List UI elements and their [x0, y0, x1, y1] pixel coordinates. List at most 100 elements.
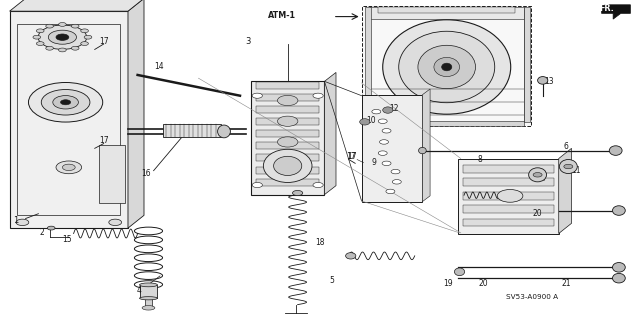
- Ellipse shape: [559, 160, 577, 174]
- Text: FR.: FR.: [599, 4, 614, 13]
- Polygon shape: [128, 0, 144, 228]
- Ellipse shape: [36, 29, 44, 33]
- Bar: [99, 145, 125, 203]
- Polygon shape: [10, 0, 144, 11]
- Ellipse shape: [380, 140, 388, 144]
- Text: 16: 16: [141, 169, 151, 178]
- Ellipse shape: [378, 151, 387, 155]
- Text: 6: 6: [564, 142, 569, 151]
- Text: 5: 5: [329, 276, 334, 285]
- Bar: [365, 7, 371, 122]
- Ellipse shape: [533, 173, 542, 177]
- Ellipse shape: [383, 107, 393, 113]
- Text: 12: 12: [390, 104, 399, 113]
- Text: 10: 10: [366, 116, 376, 125]
- Bar: [251, 81, 324, 195]
- Ellipse shape: [313, 182, 323, 188]
- Text: 7: 7: [541, 174, 547, 183]
- Bar: [163, 124, 221, 137]
- Ellipse shape: [313, 93, 323, 98]
- Bar: [463, 219, 554, 226]
- Text: 21: 21: [562, 279, 571, 288]
- Ellipse shape: [609, 146, 622, 155]
- Text: ATM-1: ATM-1: [268, 11, 296, 20]
- Text: SV53-A0900 A: SV53-A0900 A: [506, 294, 559, 300]
- Ellipse shape: [399, 31, 495, 103]
- Ellipse shape: [142, 306, 155, 310]
- Ellipse shape: [63, 164, 76, 171]
- Polygon shape: [422, 89, 430, 202]
- Polygon shape: [559, 148, 572, 234]
- Ellipse shape: [52, 96, 78, 109]
- Bar: [370, 7, 524, 19]
- Text: 15: 15: [62, 235, 72, 244]
- Bar: [256, 118, 319, 125]
- Ellipse shape: [419, 147, 426, 154]
- Bar: [256, 130, 319, 137]
- Bar: [458, 159, 559, 234]
- Ellipse shape: [346, 253, 356, 259]
- Ellipse shape: [382, 161, 391, 166]
- Text: 3: 3: [246, 37, 251, 46]
- Bar: [370, 10, 524, 122]
- Ellipse shape: [33, 35, 41, 39]
- Ellipse shape: [497, 189, 523, 202]
- Ellipse shape: [56, 161, 82, 174]
- Text: 17: 17: [99, 137, 109, 145]
- Bar: [140, 285, 157, 298]
- Ellipse shape: [36, 42, 44, 46]
- Ellipse shape: [418, 45, 476, 89]
- Ellipse shape: [47, 226, 55, 230]
- Text: 20: 20: [532, 209, 543, 218]
- Ellipse shape: [28, 83, 102, 122]
- Bar: [256, 154, 319, 161]
- Bar: [17, 24, 120, 215]
- Ellipse shape: [46, 46, 54, 50]
- Text: 11: 11: [572, 166, 580, 175]
- Ellipse shape: [84, 35, 92, 39]
- Text: 17: 17: [99, 37, 109, 46]
- Ellipse shape: [612, 263, 625, 272]
- Bar: [463, 192, 554, 200]
- Ellipse shape: [46, 24, 54, 28]
- Text: 18: 18: [316, 238, 324, 247]
- Ellipse shape: [278, 137, 298, 147]
- Ellipse shape: [442, 63, 452, 71]
- Ellipse shape: [81, 42, 88, 46]
- Bar: [362, 6, 531, 126]
- Ellipse shape: [434, 57, 460, 77]
- Bar: [370, 121, 524, 126]
- Ellipse shape: [372, 109, 381, 114]
- Ellipse shape: [81, 29, 88, 33]
- Bar: [256, 167, 319, 174]
- Polygon shape: [324, 72, 336, 195]
- Ellipse shape: [16, 219, 29, 226]
- Ellipse shape: [382, 129, 391, 133]
- Ellipse shape: [60, 100, 70, 105]
- Text: 1: 1: [13, 216, 19, 225]
- Bar: [463, 205, 554, 213]
- Ellipse shape: [71, 46, 79, 50]
- Ellipse shape: [252, 93, 262, 98]
- Text: 13: 13: [544, 77, 554, 86]
- Ellipse shape: [391, 169, 400, 174]
- Ellipse shape: [38, 25, 87, 49]
- Bar: [145, 298, 152, 308]
- Ellipse shape: [360, 119, 370, 125]
- Ellipse shape: [386, 189, 395, 194]
- Ellipse shape: [529, 168, 547, 182]
- Bar: [256, 142, 319, 149]
- Text: 19: 19: [443, 279, 453, 288]
- Ellipse shape: [59, 23, 67, 26]
- Bar: [256, 82, 319, 89]
- Ellipse shape: [378, 119, 387, 123]
- Bar: [256, 179, 319, 186]
- Ellipse shape: [612, 206, 625, 215]
- Ellipse shape: [392, 180, 401, 184]
- Ellipse shape: [274, 156, 302, 175]
- Ellipse shape: [278, 95, 298, 106]
- Bar: [10, 11, 128, 228]
- Text: 2: 2: [39, 228, 44, 237]
- Ellipse shape: [264, 149, 312, 182]
- Ellipse shape: [538, 77, 548, 84]
